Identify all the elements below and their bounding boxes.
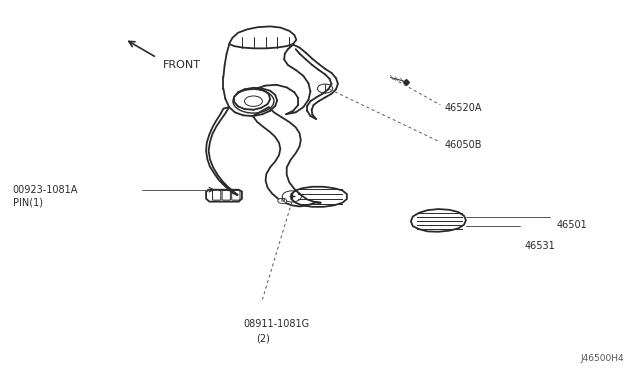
Text: 46050B: 46050B (445, 140, 483, 150)
Circle shape (278, 198, 287, 203)
Text: 08911-1081G: 08911-1081G (243, 319, 309, 328)
Text: 46520A: 46520A (445, 103, 483, 113)
Text: 46531: 46531 (525, 241, 556, 250)
Text: FRONT: FRONT (163, 60, 201, 70)
Text: 46501: 46501 (557, 220, 588, 230)
Text: 00923-1081A: 00923-1081A (13, 185, 78, 195)
Text: N: N (280, 198, 284, 203)
Text: PIN(1): PIN(1) (13, 198, 43, 208)
Text: (2): (2) (256, 334, 270, 343)
Text: J46500H4: J46500H4 (580, 354, 624, 363)
